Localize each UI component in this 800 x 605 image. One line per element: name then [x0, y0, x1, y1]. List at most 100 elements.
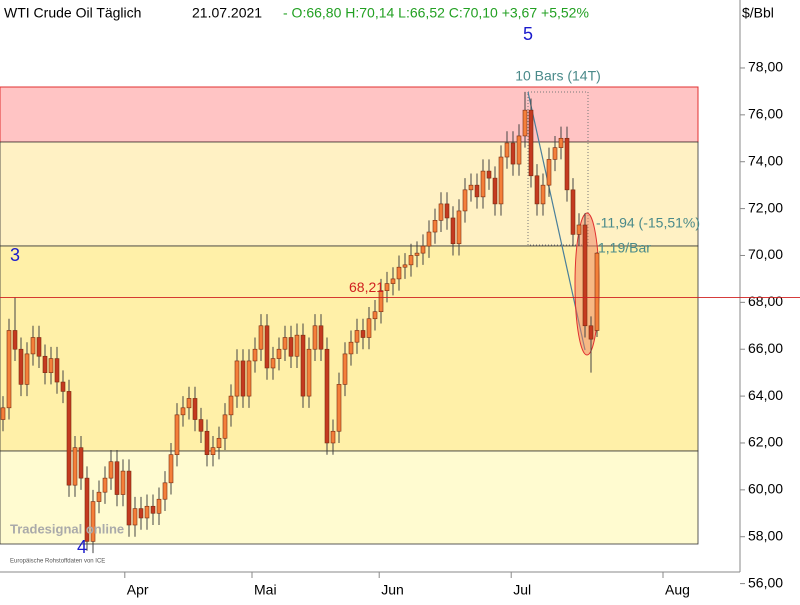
- candle-body: [96, 491, 102, 502]
- candle-body: [330, 430, 336, 444]
- candle-body: [126, 470, 132, 526]
- candle-body: [438, 203, 444, 221]
- candle-body: [84, 477, 90, 542]
- candle-body: [246, 360, 252, 397]
- candle-body: [300, 334, 306, 397]
- resistance-zone: [0, 86, 699, 143]
- candle-body: [48, 358, 54, 373]
- unit-label: $/Bbl: [742, 5, 774, 21]
- candle-body: [456, 210, 462, 245]
- marks: [0, 91, 600, 554]
- candle-body: [42, 355, 48, 373]
- candle-body: [510, 142, 516, 165]
- candle-body: [462, 189, 468, 212]
- candle-body: [54, 358, 60, 383]
- candle-body: [144, 505, 150, 519]
- y-tick-label: 58,00: [748, 527, 783, 543]
- candle-body: [336, 384, 342, 432]
- candle-body: [516, 135, 522, 165]
- candle-body: [156, 498, 162, 514]
- candle-body: [576, 224, 582, 235]
- candle-body: [480, 170, 486, 198]
- candle-body: [102, 477, 108, 493]
- y-tick-label: 66,00: [748, 340, 783, 356]
- candle-body: [384, 283, 390, 291]
- candle-body: [186, 398, 192, 409]
- candle-body: [294, 334, 300, 357]
- candle-body: [90, 501, 96, 542]
- candle-body: [192, 398, 198, 420]
- candle-body: [504, 142, 510, 158]
- x-tick-label: Mai: [254, 582, 277, 598]
- candle-body: [486, 170, 492, 179]
- candle-body: [420, 245, 426, 254]
- candle-body: [432, 220, 438, 233]
- candle-body: [108, 461, 114, 479]
- candle-body: [540, 184, 546, 205]
- candle-body: [318, 325, 324, 350]
- candle-body: [564, 137, 570, 191]
- candle-body: [396, 266, 402, 280]
- y-tick-label: 64,00: [748, 387, 783, 403]
- candle-body: [210, 447, 216, 455]
- candle-body: [60, 381, 66, 392]
- candle-body: [372, 311, 378, 320]
- y-tick-label: 70,00: [748, 246, 783, 262]
- candle-body: [222, 414, 228, 439]
- quote: - O:66,80 H:70,14 L:66,52 C:70,10 +3,67 …: [283, 5, 589, 21]
- candle-body: [402, 264, 408, 268]
- candle-body: [174, 414, 180, 455]
- candle-body: [528, 109, 534, 177]
- candle-body: [582, 224, 588, 327]
- candle-body: [120, 470, 126, 495]
- candle-body: [240, 360, 246, 397]
- candle-body: [204, 430, 210, 455]
- wave-label: 4: [77, 537, 87, 557]
- candle-body: [588, 325, 594, 340]
- candle-body: [132, 508, 138, 526]
- candle-body: [546, 159, 552, 186]
- candle-body: [306, 348, 312, 397]
- y-tick-label: 62,00: [748, 434, 783, 450]
- candle-body: [522, 109, 528, 137]
- level-label: 68,21: [349, 279, 384, 295]
- candle-body: [312, 325, 318, 350]
- candle-body: [366, 318, 372, 338]
- source: Europäische Rohstoffdaten von ICE: [10, 559, 105, 565]
- candle-body: [390, 278, 396, 284]
- logo: Tradesignal online: [10, 521, 124, 536]
- y-tick-label: 78,00: [748, 59, 783, 75]
- candle-body: [348, 341, 354, 355]
- candle-body: [114, 461, 120, 495]
- candle-body: [354, 330, 360, 343]
- candle-body: [252, 348, 258, 362]
- candle-body: [258, 325, 264, 350]
- x-tick-label: Aug: [665, 582, 690, 598]
- measure-box: [527, 91, 589, 246]
- candle-body: [408, 255, 414, 266]
- candle-body: [474, 184, 480, 198]
- candle-body: [168, 454, 174, 484]
- candle-body: [378, 290, 384, 313]
- candle-body: [282, 337, 288, 350]
- candle-body: [78, 447, 84, 479]
- candle-body: [450, 217, 456, 245]
- candle-body: [468, 184, 474, 191]
- candle-body: [180, 407, 186, 416]
- candle-body: [198, 419, 204, 432]
- candle-body: [570, 189, 576, 235]
- candle-body: [24, 353, 30, 385]
- candle-body: [426, 231, 432, 247]
- candle-body: [66, 391, 72, 486]
- candle-body: [138, 508, 144, 519]
- candle-body: [534, 175, 540, 205]
- y-tick-label: 68,00: [748, 293, 783, 309]
- candle-body: [162, 482, 168, 500]
- candle-body: [342, 353, 348, 385]
- x-tick-label: Jul: [513, 582, 531, 598]
- candle-body: [72, 447, 78, 486]
- chart-title: WTI Crude Oil Täglich: [4, 5, 141, 21]
- candle-body: [276, 348, 282, 359]
- date: 21.07.2021: [192, 5, 262, 21]
- y-tick-label: 76,00: [748, 106, 783, 122]
